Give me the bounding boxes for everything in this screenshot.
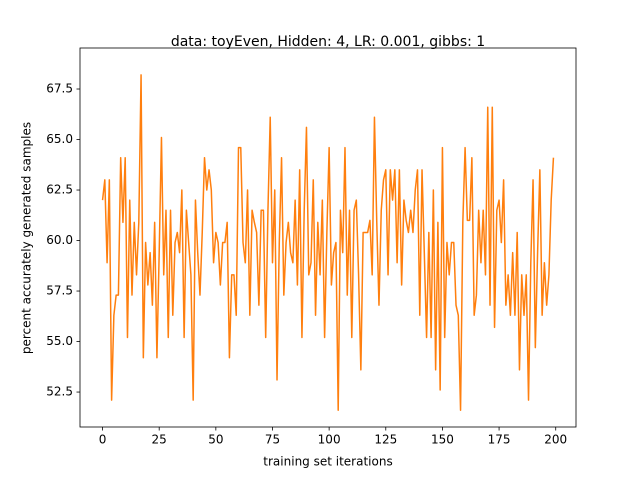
- x-tick-label: 75: [265, 433, 280, 447]
- y-tick-label: 62.5: [46, 183, 73, 197]
- y-tick-label: 55.0: [46, 334, 73, 348]
- x-tick-label: 50: [208, 433, 223, 447]
- y-tick-label: 65.0: [46, 132, 73, 146]
- x-tick-label: 100: [318, 433, 341, 447]
- y-tick-label: 60.0: [46, 233, 73, 247]
- y-tick-label: 67.5: [46, 82, 73, 96]
- y-axis-label: percent accurately generated samples: [20, 122, 34, 354]
- plot-frame: [79, 47, 577, 428]
- chart-title: data: toyEven, Hidden: 4, LR: 0.001, gib…: [171, 34, 485, 50]
- x-tick-label: 200: [544, 433, 567, 447]
- y-tick-label: 52.5: [46, 385, 73, 399]
- y-tick-label: 57.5: [46, 284, 73, 298]
- x-tick-label: 125: [374, 433, 397, 447]
- x-tick-label: 25: [152, 433, 167, 447]
- x-tick-label: 0: [99, 433, 107, 447]
- x-tick-label: 150: [431, 433, 454, 447]
- data-line: [101, 74, 555, 411]
- x-axis-label: training set iterations: [263, 455, 392, 469]
- x-tick-label: 175: [488, 433, 511, 447]
